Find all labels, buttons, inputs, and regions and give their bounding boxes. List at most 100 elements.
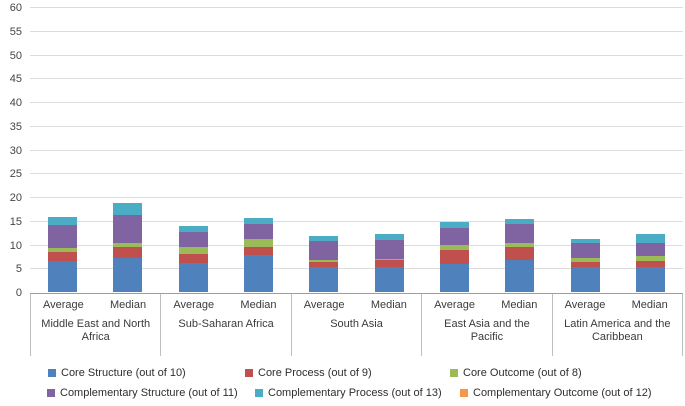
category-cell-middle-east-and-north-africa: Average Median Middle East and North Afric… bbox=[30, 294, 160, 356]
bar-south-asia-median bbox=[374, 233, 404, 292]
legend-label: Complementary Process (out of 13) bbox=[268, 387, 442, 399]
bar-east-asia-and-the-pacific-average bbox=[439, 222, 469, 292]
segment-complementary-structure bbox=[505, 224, 535, 244]
segment-core-outcome bbox=[505, 243, 535, 247]
sub-label-average: Average bbox=[303, 299, 345, 311]
segment-core-process bbox=[48, 252, 78, 261]
gridline-40 bbox=[30, 102, 683, 103]
y-tick-label-0: 0 bbox=[15, 287, 22, 299]
segment-core-outcome bbox=[439, 244, 469, 250]
y-tick-label-25: 25 bbox=[9, 168, 22, 181]
x-axis-category-labels: Average Median Middle East and North Afric… bbox=[30, 294, 684, 356]
y-tick-label-20: 20 bbox=[9, 192, 22, 204]
segment-complementary-process bbox=[505, 218, 535, 225]
y-tick-label-5: 5 bbox=[15, 263, 22, 276]
group-label-middle-east-and-north-africa: Middle East and North Africa bbox=[41, 318, 151, 344]
segment-core-structure bbox=[374, 267, 404, 292]
sub-label-median: Median bbox=[240, 299, 277, 311]
legend-swatch-core-structure bbox=[48, 369, 56, 377]
segment-core-process bbox=[374, 260, 404, 268]
legend-label: Core Structure (out of 10) bbox=[61, 367, 186, 379]
gridline-60 bbox=[30, 7, 683, 8]
segment-core-outcome bbox=[570, 257, 600, 263]
segment-complementary-structure bbox=[178, 231, 208, 248]
segment-core-outcome bbox=[635, 256, 665, 261]
gridline-15 bbox=[30, 220, 683, 222]
legend-item-complementary-structure: Complementary Structure (out of 11) bbox=[47, 386, 238, 400]
segment-core-process bbox=[244, 247, 274, 255]
bar-sub-saharan-africa-average bbox=[178, 226, 208, 292]
y-tick-label-30: 30 bbox=[9, 144, 22, 157]
bar-east-asia-and-the-pacific-median bbox=[505, 218, 535, 292]
bar-middle-east-and-north-africa-median bbox=[113, 203, 143, 292]
segment-core-outcome bbox=[309, 259, 339, 263]
segment-core-outcome bbox=[48, 247, 78, 253]
segment-complementary-structure bbox=[48, 224, 78, 248]
segment-core-structure bbox=[505, 260, 535, 292]
legend-swatch-core-process bbox=[245, 369, 253, 377]
y-tick-label-35: 35 bbox=[9, 120, 22, 133]
segment-core-process bbox=[570, 262, 600, 268]
legend-label: Core Outcome (out of 8) bbox=[463, 367, 582, 379]
y-tick-label-10: 10 bbox=[9, 239, 22, 252]
segment-complementary-process bbox=[244, 218, 274, 224]
segment-complementary-structure bbox=[635, 243, 665, 257]
gridline-25 bbox=[30, 173, 683, 175]
segment-core-outcome bbox=[113, 242, 143, 247]
segment-core-structure bbox=[113, 257, 143, 292]
segment-complementary-process bbox=[48, 217, 78, 225]
y-tick-label-45: 45 bbox=[9, 73, 22, 86]
category-cell-south-asia: Average Median South Asia bbox=[290, 294, 421, 356]
segment-complementary-process bbox=[439, 222, 469, 229]
segment-complementary-process bbox=[374, 233, 404, 240]
segment-core-structure bbox=[48, 260, 78, 292]
category-cell-east-asia-and-the-pacific: Average Median East Asia and the Pacific bbox=[421, 294, 551, 356]
bar-latin-america-and-the-caribbean-median bbox=[635, 234, 665, 292]
gridline-35 bbox=[30, 125, 683, 127]
gridline-55 bbox=[30, 30, 683, 32]
segment-complementary-structure bbox=[113, 215, 143, 243]
group-label-sub-saharan-africa: Sub-Saharan Africa bbox=[178, 318, 274, 330]
gridline-30 bbox=[30, 149, 683, 151]
group-label-latin-america-and-the-caribbean: Latin America and the Caribbean bbox=[564, 318, 671, 344]
segment-complementary-structure bbox=[244, 223, 274, 240]
legend-item-complementary-outcome: Complementary Outcome (out of 12) bbox=[460, 386, 652, 400]
legend-label: Complementary Outcome (out of 12) bbox=[473, 387, 652, 399]
segment-core-structure bbox=[439, 263, 469, 292]
y-tick-label-55: 55 bbox=[9, 25, 22, 38]
segment-complementary-structure bbox=[439, 228, 469, 245]
category-cell-latin-america-and-the-caribbean: Average Median Latin America and the Carib… bbox=[551, 294, 684, 356]
segment-complementary-structure bbox=[374, 239, 404, 259]
bar-latin-america-and-the-caribbean-average bbox=[570, 238, 600, 292]
sub-label-average: Average bbox=[173, 299, 215, 311]
group-label-east-asia-and-the-pacific: East Asia and the Pacific bbox=[444, 318, 530, 344]
segment-core-structure bbox=[178, 262, 208, 292]
legend-label: Complementary Structure (out of 11) bbox=[60, 387, 238, 399]
bar-sub-saharan-africa-median bbox=[244, 218, 274, 292]
y-tick-label-40: 40 bbox=[9, 97, 22, 109]
segment-core-process bbox=[309, 262, 339, 268]
y-axis-labels: 0 5 10 15 20 25 30 35 40 45 50 55 60 bbox=[0, 2, 24, 299]
legend-item-core-process: Core Process (out of 9) bbox=[245, 366, 372, 380]
legend-item-core-structure: Core Structure (out of 10) bbox=[48, 366, 186, 380]
segment-complementary-process bbox=[309, 235, 339, 241]
segment-core-outcome bbox=[244, 239, 274, 248]
plot-area bbox=[30, 7, 683, 294]
segment-complementary-process bbox=[113, 203, 143, 216]
y-tick-label-15: 15 bbox=[9, 215, 22, 228]
sub-label-average: Average bbox=[42, 299, 84, 311]
sub-label-median: Median bbox=[501, 299, 538, 311]
bar-middle-east-and-north-africa-average bbox=[48, 217, 78, 292]
chart-legend: Core Structure (out of 10) Core Process (… bbox=[0, 360, 685, 406]
segment-complementary-process bbox=[635, 234, 665, 244]
segment-core-structure bbox=[570, 267, 600, 292]
gridline-50 bbox=[30, 54, 683, 56]
x-axis-line bbox=[30, 293, 683, 294]
segment-core-process bbox=[505, 246, 535, 261]
sub-label-median: Median bbox=[110, 299, 147, 311]
legend-swatch-core-outcome bbox=[450, 369, 458, 377]
legend-swatch-complementary-process bbox=[255, 389, 263, 397]
y-tick-label-50: 50 bbox=[9, 49, 22, 62]
segment-complementary-structure bbox=[570, 243, 600, 258]
legend-swatch-complementary-structure bbox=[47, 389, 55, 397]
